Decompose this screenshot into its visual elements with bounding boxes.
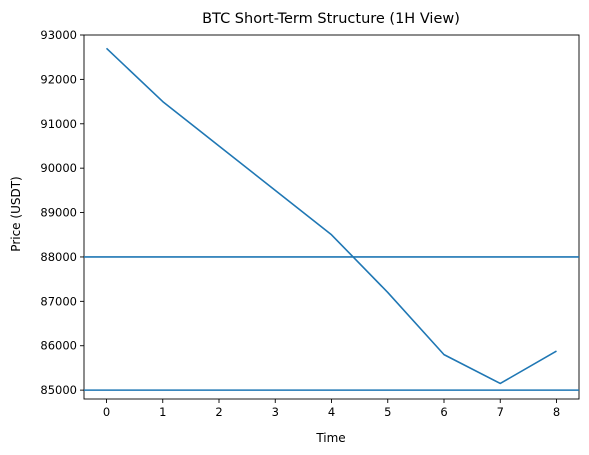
y-tick-label-85000: 85000 [40,383,77,397]
x-axis-label: Time [315,431,345,445]
reference-lines [84,256,579,391]
y-tick-label-88000: 88000 [40,250,77,264]
x-tick-label-6: 6 [440,405,447,419]
y-tick-label-87000: 87000 [40,294,77,308]
x-tick-label-8: 8 [553,405,560,419]
x-tick-label-5: 5 [384,405,391,419]
x-tick-label-0: 0 [103,405,110,419]
y-tick-label-90000: 90000 [40,161,77,175]
series-lines [105,47,557,385]
x-tick-label-1: 1 [159,405,166,419]
x-tick-label-3: 3 [272,405,279,419]
x-tick-label-7: 7 [497,405,504,419]
y-axis-label: Price (USDT) [9,176,23,251]
y-axis-ticks: 85000 86000 87000 88000 89000 90000 91000 92000… [40,28,84,397]
y-tick-label-93000: 93000 [40,28,77,42]
y-tick-label-92000: 92000 [40,72,77,86]
y-tick-label-91000: 91000 [40,117,77,131]
x-axis-ticks: 0 1 2 3 4 5 6 7 8 [103,399,560,419]
x-tick-label-4: 4 [328,405,335,419]
chart-title: BTC Short-Term Structure (1H View) [202,11,460,27]
y-tick-label-89000: 89000 [40,206,77,220]
x-tick-label-2: 2 [215,405,222,419]
y-tick-label-86000: 86000 [40,339,77,353]
